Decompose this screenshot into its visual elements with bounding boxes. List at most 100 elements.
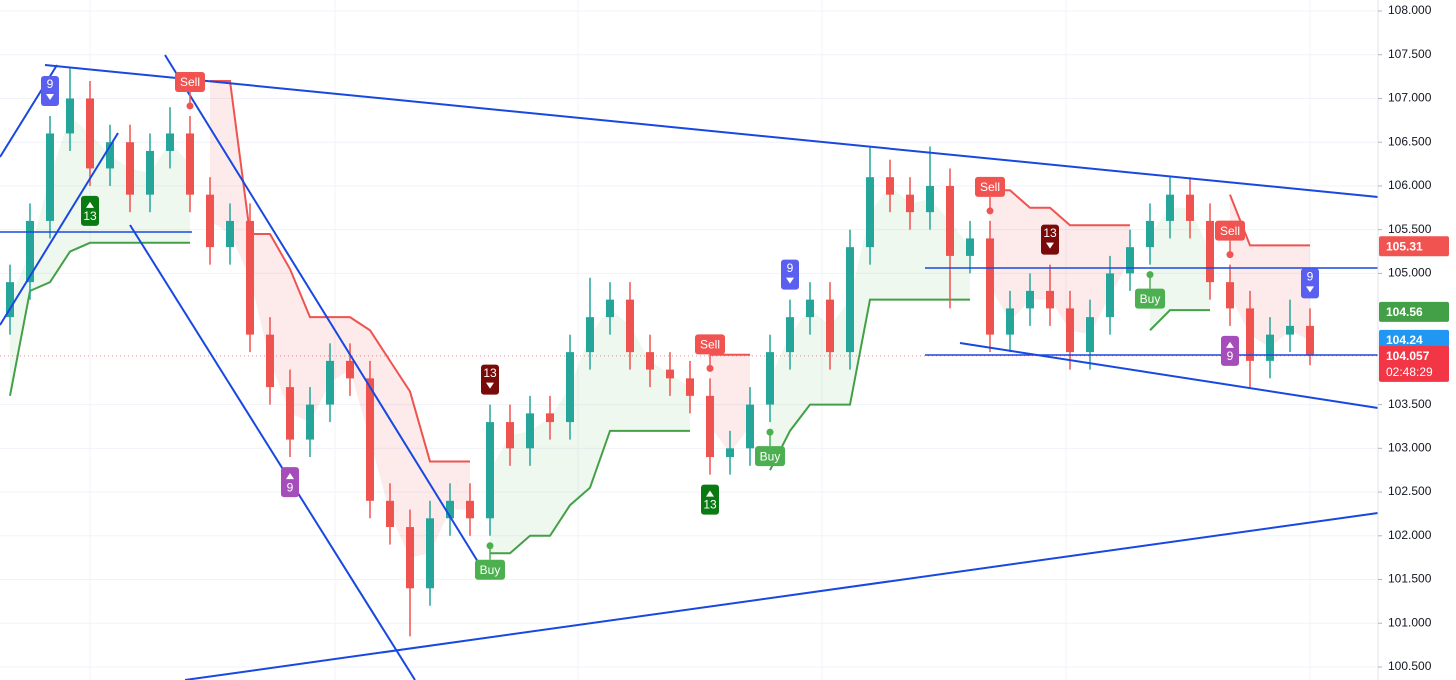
supertrend-line	[769, 298, 970, 471]
candle-body	[46, 133, 54, 221]
candle-body	[186, 133, 194, 195]
candle-body	[1286, 325, 1294, 335]
candle-body	[366, 378, 374, 501]
candle-body	[906, 194, 914, 213]
trend-fill	[210, 80, 470, 558]
y-tick-label: 101.500	[1388, 572, 1432, 586]
candle-body	[606, 299, 614, 318]
candle-body	[726, 448, 734, 458]
countdown: 02:48:29	[1386, 365, 1433, 379]
candle-body	[806, 299, 814, 318]
candle-body	[946, 185, 954, 256]
candle-body	[126, 142, 134, 195]
signal-label: 13	[1043, 226, 1057, 240]
candle-body	[866, 177, 874, 248]
candle-body	[1246, 308, 1254, 361]
signal-label: Sell	[700, 338, 720, 352]
supertrend-line	[490, 429, 690, 555]
signal-badge	[475, 559, 505, 580]
candle-body	[406, 527, 414, 589]
price-label-box	[1379, 329, 1449, 350]
candle-body	[826, 299, 834, 353]
supertrend-line	[9, 241, 190, 397]
candle-body	[686, 378, 694, 396]
signal-arrow	[286, 473, 294, 480]
candle-body	[1226, 282, 1234, 309]
candle-body	[586, 317, 594, 353]
price-label-box	[1379, 301, 1449, 322]
candle-body	[1266, 334, 1274, 361]
candle-body	[566, 352, 574, 423]
signal-badge	[1215, 220, 1245, 241]
price-label-box	[1379, 345, 1449, 382]
candle-body	[506, 422, 514, 449]
y-tick-label: 103.500	[1388, 397, 1432, 411]
signal-badge	[755, 446, 785, 467]
signal-arrow	[706, 490, 714, 497]
candle-body	[886, 177, 894, 195]
candle-body	[986, 238, 994, 335]
y-tick-label: 100.500	[1388, 659, 1432, 673]
y-tick-label: 102.500	[1388, 484, 1432, 498]
candle-body	[386, 500, 394, 528]
y-tick-label: 107.000	[1388, 91, 1432, 105]
price-label: 104.057	[1386, 349, 1430, 363]
candle-body	[86, 98, 94, 169]
candle-body	[1046, 290, 1054, 309]
candle-body	[1146, 220, 1154, 248]
signal-badge	[701, 484, 719, 515]
trend-fill	[710, 354, 750, 453]
candle-body	[1066, 308, 1074, 353]
candle-body	[1006, 308, 1014, 335]
candle-body	[246, 220, 254, 335]
candle-body	[526, 413, 534, 449]
candle-body	[6, 282, 14, 318]
signal-dot	[1226, 251, 1234, 259]
signal-dot	[706, 364, 714, 372]
y-tick-label: 102.000	[1388, 528, 1432, 542]
candle-body	[426, 518, 434, 589]
signal-label: Sell	[1220, 224, 1240, 238]
trend-fill	[490, 308, 690, 554]
y-tick-label: 106.000	[1388, 178, 1432, 192]
candle-body	[26, 220, 34, 283]
signal-label: 9	[1307, 270, 1314, 284]
candle-body	[1086, 317, 1094, 353]
signal-dot	[486, 542, 494, 550]
candle-body	[306, 404, 314, 440]
trendlines	[0, 54, 1379, 680]
candle-body	[666, 369, 674, 379]
candle-body	[486, 422, 494, 519]
trend-fill	[990, 190, 1130, 335]
candle-body	[626, 299, 634, 353]
trend-fill	[10, 115, 190, 396]
trend-fill	[1150, 207, 1210, 331]
supertrend-line	[990, 189, 1130, 227]
signal-arrow	[1306, 286, 1314, 293]
signal-arrow	[86, 201, 94, 208]
y-tick-label: 107.500	[1388, 47, 1432, 61]
candle-body	[1106, 273, 1114, 318]
candle-body	[166, 133, 174, 151]
signal-label: 9	[787, 261, 794, 275]
signal-badge	[175, 71, 205, 92]
candle-body	[286, 387, 294, 440]
candle-body	[266, 334, 274, 388]
signal-label: 13	[703, 498, 717, 512]
signal-badge	[81, 195, 99, 226]
signal-label: Buy	[760, 449, 781, 463]
signal-label: Sell	[980, 180, 1000, 194]
candle-body	[466, 500, 474, 519]
candle-body	[926, 185, 934, 213]
signal-badge	[41, 75, 59, 106]
signal-arrow	[46, 93, 54, 100]
signal-label: 9	[1227, 349, 1234, 363]
signal-badge	[1301, 268, 1319, 299]
price-label: 104.56	[1386, 305, 1423, 319]
candle-body	[546, 413, 554, 423]
supertrend-line	[1149, 309, 1210, 331]
signal-badge	[1221, 335, 1239, 366]
price-label: 105.31	[1386, 239, 1423, 253]
candle-body	[106, 142, 114, 169]
